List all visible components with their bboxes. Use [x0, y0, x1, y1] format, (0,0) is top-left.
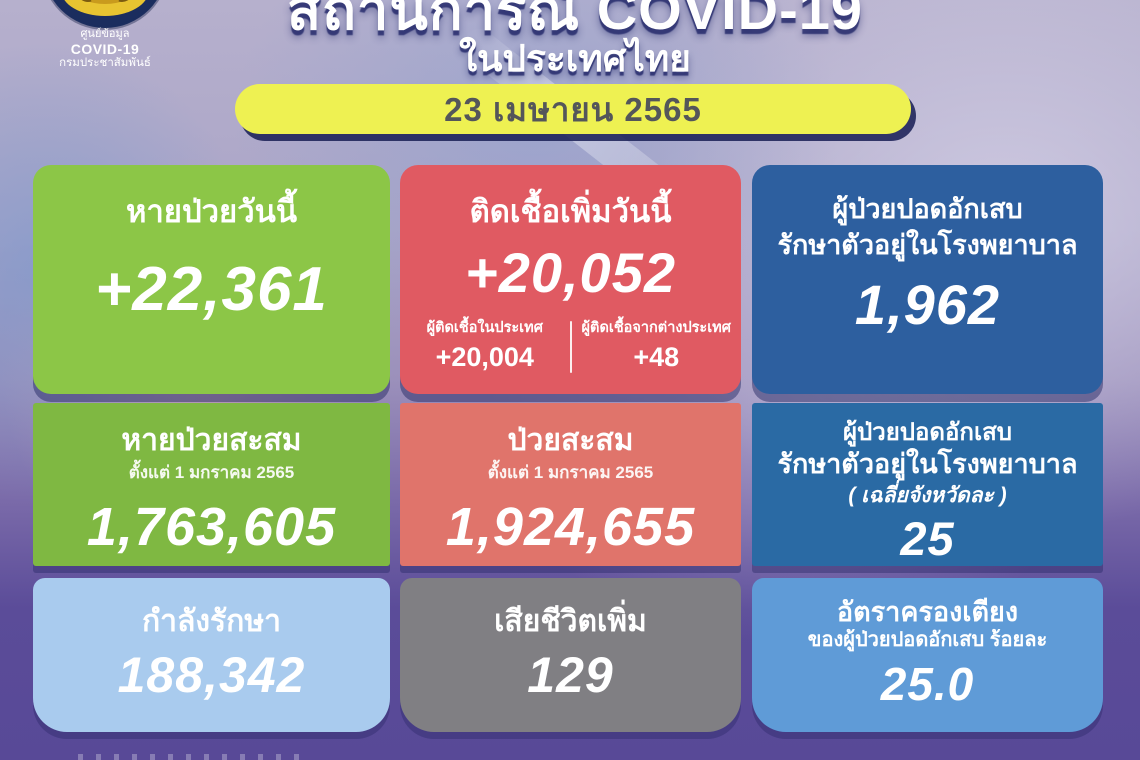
- date-banner: 23 เมษายน 2565: [235, 84, 911, 134]
- card-label-line2: ของผู้ป่วยปอดอักเสบ ร้อยละ: [807, 629, 1048, 652]
- abroad-cases-label: ผู้ติดเชื้อจากต่างประเทศ: [581, 319, 731, 336]
- card-label-line2: รักษาตัวอยู่ในโรงพยาบาล: [777, 448, 1078, 479]
- card-label-line3: ( เฉลี่ยจังหวัดละ ): [848, 483, 1007, 507]
- domestic-cases: ผู้ติดเชื้อในประเทศ +20,004: [400, 319, 570, 375]
- card-new-cases-today: ติดเชื้อเพิ่มวันนี้ +20,052 ผู้ติดเชื้อใ…: [400, 165, 741, 394]
- card-value: +20,052: [465, 240, 676, 304]
- card-value: 188,342: [117, 647, 306, 703]
- card-value: 1,763,605: [86, 497, 337, 557]
- card-new-deaths: เสียชีวิตเพิ่ม 129: [400, 578, 741, 732]
- card-label: ป่วยสะสม: [507, 424, 634, 457]
- card-sublabel: ตั้งแต่ 1 มกราคม 2565: [128, 463, 295, 482]
- logo-caption: ศูนย์ข้อมูล COVID-19 กรมประชาสัมพันธ์: [15, 28, 195, 70]
- card-value: 1,962: [854, 272, 1001, 336]
- card-recovered-today: หายป่วยวันนี้ +22,361: [33, 165, 390, 394]
- card-active-cases: กำลังรักษา 188,342: [33, 578, 390, 732]
- card-value: 25: [900, 511, 955, 565]
- card-label-line1: ผู้ป่วยปอดอักเสบ: [832, 194, 1023, 224]
- card-value: 129: [527, 647, 614, 703]
- card-cases-cumulative: ป่วยสะสม ตั้งแต่ 1 มกราคม 2565 1,924,655: [400, 403, 741, 566]
- prd-emblem-icon: [43, 0, 167, 28]
- card-value: 25.0: [880, 658, 975, 711]
- card-label-line1: ผู้ป่วยปอดอักเสบ: [842, 419, 1013, 446]
- card-label: ติดเชื้อเพิ่มวันนี้: [469, 194, 672, 229]
- card-recovered-cumulative: หายป่วยสะสม ตั้งแต่ 1 มกราคม 2565 1,763,…: [33, 403, 390, 566]
- date-banner-text: 23 เมษายน 2565: [444, 90, 702, 128]
- prd-emblem-graphic: [55, 0, 155, 26]
- card-label-line2: รักษาตัวอยู่ในโรงพยาบาล: [777, 230, 1078, 261]
- logo-caption-line2: COVID-19: [70, 40, 140, 57]
- card-bed-occupancy: อัตราครองเตียง ของผู้ป่วยปอดอักเสบ ร้อยล…: [752, 578, 1103, 732]
- logo-caption-line1: ศูนย์ข้อมูล: [80, 28, 130, 40]
- card-label: เสียชีวิตเพิ่ม: [494, 605, 647, 638]
- card-sublabel: ตั้งแต่ 1 มกราคม 2565: [487, 463, 654, 482]
- page-title-line1: สถานการณ์ COVID-19: [286, 0, 864, 41]
- cut-off-footer-text: [78, 754, 308, 760]
- page-title-line2: ในประเทศไทย: [459, 38, 691, 79]
- vertical-divider: [569, 320, 572, 373]
- card-value: 1,924,655: [445, 497, 696, 557]
- card-pneumonia-avg-per-province: ผู้ป่วยปอดอักเสบ รักษาตัวอยู่ในโรงพยาบาล…: [752, 403, 1103, 566]
- card-label: หายป่วยวันนี้: [125, 194, 298, 229]
- card-label: ผู้ป่วยปอดอักเสบ รักษาตัวอยู่ในโรงพยาบาล: [778, 191, 1078, 264]
- card-label: หายป่วยสะสม: [121, 424, 302, 457]
- page-title: สถานการณ์ COVID-19 ในประเทศไทย: [205, 0, 945, 79]
- card-label-line1: อัตราครองเตียง: [836, 597, 1019, 627]
- card-value: +22,361: [95, 254, 328, 324]
- abroad-cases-value: +48: [633, 341, 680, 372]
- logo-caption-line3: กรมประชาสัมพันธ์: [59, 56, 151, 69]
- case-breakdown: ผู้ติดเชื้อในประเทศ +20,004 ผู้ติดเชื้อจ…: [400, 319, 741, 375]
- domestic-cases-label: ผู้ติดเชื้อในประเทศ: [426, 319, 543, 336]
- abroad-cases: ผู้ติดเชื้อจากต่างประเทศ +48: [572, 319, 742, 375]
- domestic-cases-value: +20,004: [435, 341, 534, 372]
- card-label: กำลังรักษา: [142, 605, 281, 638]
- card-pneumonia-hospitalized: ผู้ป่วยปอดอักเสบ รักษาตัวอยู่ในโรงพยาบาล…: [752, 165, 1103, 394]
